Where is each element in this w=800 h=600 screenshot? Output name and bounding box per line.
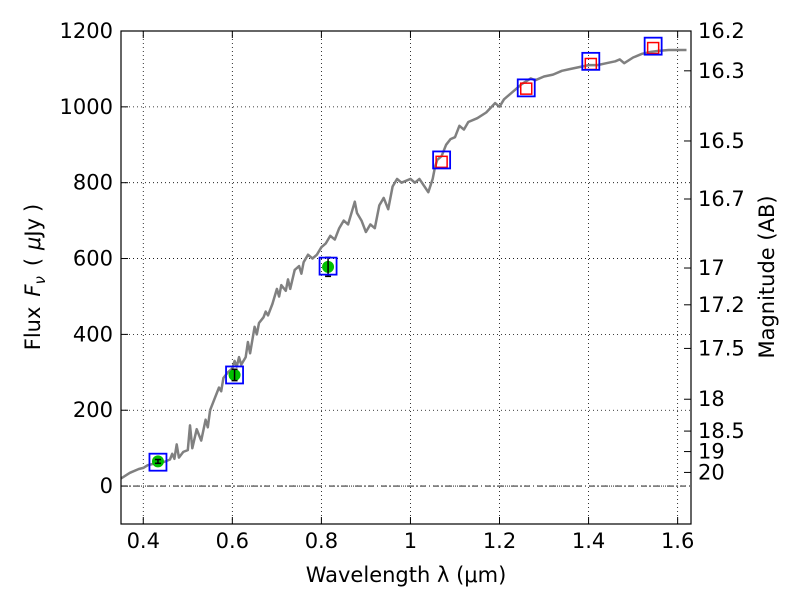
x-tick-label: 0.8 <box>305 529 338 553</box>
magnitude-tick-label: 18.5 <box>698 419 745 443</box>
magnitude-tick-label: 17 <box>698 256 725 280</box>
spectrum-group <box>120 48 687 480</box>
x-tick-label: 1.6 <box>661 529 694 553</box>
tick-marks <box>121 30 691 524</box>
y-axis-title-open: ( <box>21 258 45 266</box>
y-tick-label: 0 <box>100 474 113 498</box>
x-tick-label: 0.6 <box>216 529 249 553</box>
spectrum-line <box>120 48 687 480</box>
y-tick-label: 400 <box>73 322 113 346</box>
y-axis-title: Flux Fν ( μJy) <box>21 204 49 351</box>
magnitude-tick-label: 19 <box>698 440 725 464</box>
x-tick-label: 1 <box>404 529 417 553</box>
x-tick-label: 1.2 <box>483 529 516 553</box>
model-flux-box <box>581 51 601 71</box>
y-axis-title-text: Flux Fν ( μJy) <box>21 204 49 351</box>
x-axis-title: Wavelength λ (μm) <box>306 563 507 587</box>
model-flux-box <box>318 256 338 276</box>
tick-labels: 0.4 0.6 0.8 1 1.2 1.4 1.6 0 200 400 600 800 1000 1200… <box>60 19 745 553</box>
magnitude-tick-label: 16.5 <box>698 129 745 153</box>
magnitude-tick-label: 17.2 <box>698 293 745 317</box>
y-axis-title-subscript: ν <box>31 276 49 284</box>
y-axis-title-mu: μ <box>21 237 45 251</box>
photometry-group <box>148 36 663 472</box>
magnitude-tick-label: 17.5 <box>698 336 745 360</box>
magnitude-axis-title: Magnitude (AB) <box>755 195 779 358</box>
y-tick-label: 200 <box>73 398 113 422</box>
y-axis-title-close: ) <box>21 204 45 212</box>
model-flux-box <box>225 365 244 385</box>
magnitude-tick-label: 16.7 <box>698 187 745 211</box>
y-axis-title-symbol: F <box>21 284 45 297</box>
magnitude-tick-label: 16.2 <box>698 19 745 43</box>
model-flux-box <box>643 36 663 56</box>
nir-upper-point <box>519 82 533 95</box>
nir-upper-point <box>435 155 448 169</box>
plot-area-frame <box>120 30 692 525</box>
y-axis-title-unit: Jy <box>21 218 45 239</box>
y-tick-label: 600 <box>73 247 113 271</box>
y-tick-label: 1200 <box>60 19 113 43</box>
model-flux-box <box>432 150 452 170</box>
x-tick-label: 1.4 <box>572 529 605 553</box>
y-tick-label: 1000 <box>60 95 113 119</box>
y-tick-label: 800 <box>73 171 113 195</box>
y-axis-title-prefix: Flux <box>21 307 45 351</box>
x-tick-label: 0.4 <box>127 529 160 553</box>
model-flux-box <box>148 452 168 472</box>
model-flux-box <box>516 78 536 98</box>
magnitude-tick-label: 18 <box>698 387 725 411</box>
nir-upper-point <box>646 41 660 55</box>
magnitude-tick-label: 20 <box>698 460 725 484</box>
magnitude-tick-label: 16.3 <box>698 59 745 83</box>
